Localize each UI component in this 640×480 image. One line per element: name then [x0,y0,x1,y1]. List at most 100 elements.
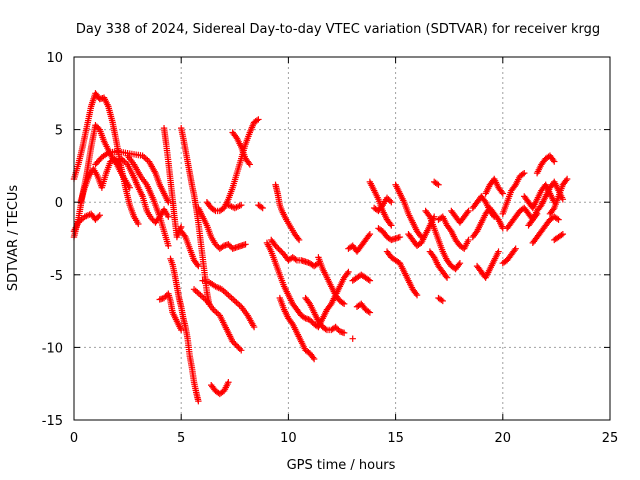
series-arc-13 [190,286,245,354]
series-arc-7 [124,152,172,249]
data-point-marker [221,289,229,296]
series-arc-3 [70,210,103,235]
series-arc-16 [195,204,249,252]
series-arc-34 [370,194,395,215]
series-arc-23 [263,239,352,331]
data-point-marker [340,329,348,337]
data-point-marker [383,194,391,202]
data-point-marker [195,290,203,297]
series-arc-31 [353,300,374,316]
data-point-marker [165,242,172,249]
data-point-marker [234,300,242,308]
series-arc-28 [349,335,356,342]
data-point-marker [300,314,308,321]
data-point-marker [245,159,252,167]
series-arc-30 [349,271,374,284]
data-point-marker [562,177,570,184]
y-tick-label: 10 [46,51,63,66]
series-arc-48 [482,175,506,197]
series-arc-49 [499,245,519,267]
data-point-marker [194,261,201,268]
data-point-marker [559,196,567,203]
series-arc-57 [551,230,567,244]
data-point-marker [229,296,237,303]
data-point-marker [519,170,527,178]
data-point-marker [435,181,442,188]
series-arc-18 [229,129,254,168]
series-arc-5 [92,148,172,206]
data-point-marker [114,159,122,167]
data-point-marker [226,242,233,249]
data-point-marker [242,241,249,248]
series-arc-43 [435,213,472,252]
series-arc-42 [435,294,446,305]
y-tick-label: -15 [42,414,63,429]
data-point-marker [223,290,230,297]
data-point-marker [333,325,341,332]
data-point-marker [135,220,142,228]
axis-ticks [73,56,611,421]
data-point-marker [92,122,99,129]
data-point-marker [295,236,303,244]
data-point-marker [234,203,242,210]
data-point-marker [95,124,102,132]
data-point-marker [309,354,317,361]
data-point-marker [115,161,123,168]
data-point-marker [190,286,198,293]
series-arc-24 [276,294,318,363]
x-tick-label: 0 [70,431,78,446]
series-arc-32 [366,178,395,229]
data-point-marker [197,291,204,299]
data-point-marker [491,213,498,220]
data-point-marker [258,203,265,211]
data-point-marker [226,293,234,300]
data-point-marker [228,203,235,210]
series-arc-19 [225,201,245,212]
data-point-marker [344,270,351,277]
data-point-marker [162,293,169,300]
x-tick-label: 5 [177,431,185,446]
series-arc-29 [345,230,374,255]
data-point-marker [250,323,258,331]
y-tick-label: 0 [55,196,63,211]
data-point-marker [195,262,202,270]
series-arc-27 [332,323,348,337]
plot-frame [73,56,611,421]
data-point-marker [555,216,562,223]
data-point-marker [558,231,565,239]
data-point-marker [521,169,528,177]
data-point-marker [425,212,433,219]
data-point-marker [213,309,220,316]
data-point-marker [225,241,232,248]
data-point-marker [412,290,420,297]
data-point-marker [332,323,339,331]
data-point-marker [194,289,201,296]
y-axis-label: SDTVAR / TECUs [6,185,21,292]
data-point-marker [322,325,329,333]
series-arc-44 [448,207,472,226]
x-tick-labels: 0 5 10 15 20 25 [70,431,618,446]
data-point-marker [95,213,102,220]
data-point-marker [365,276,372,283]
data-point-marker [386,197,394,204]
series-arc-33 [375,225,404,244]
data-point-marker [549,156,557,164]
data-point-marker [396,233,404,241]
data-point-marker [232,341,239,348]
data-point-marker [273,244,281,251]
data-point-marker [294,235,302,242]
data-point-marker [142,155,150,162]
data-point-marker [413,291,421,299]
data-point-marker [433,180,441,188]
data-point-marker [464,209,471,216]
series-arc-46 [473,248,502,281]
y-tick-labels: -15 -10 -5 0 5 10 [42,51,63,429]
series-arc-14 [199,277,258,331]
data-point-marker [345,268,352,276]
series-arc-55 [533,152,558,177]
data-point-marker [549,206,557,213]
data-point-marker [246,161,254,168]
x-axis-label: GPS time / hours [287,458,396,473]
x-tick-label: 25 [602,431,619,446]
data-point-marker [438,296,445,304]
